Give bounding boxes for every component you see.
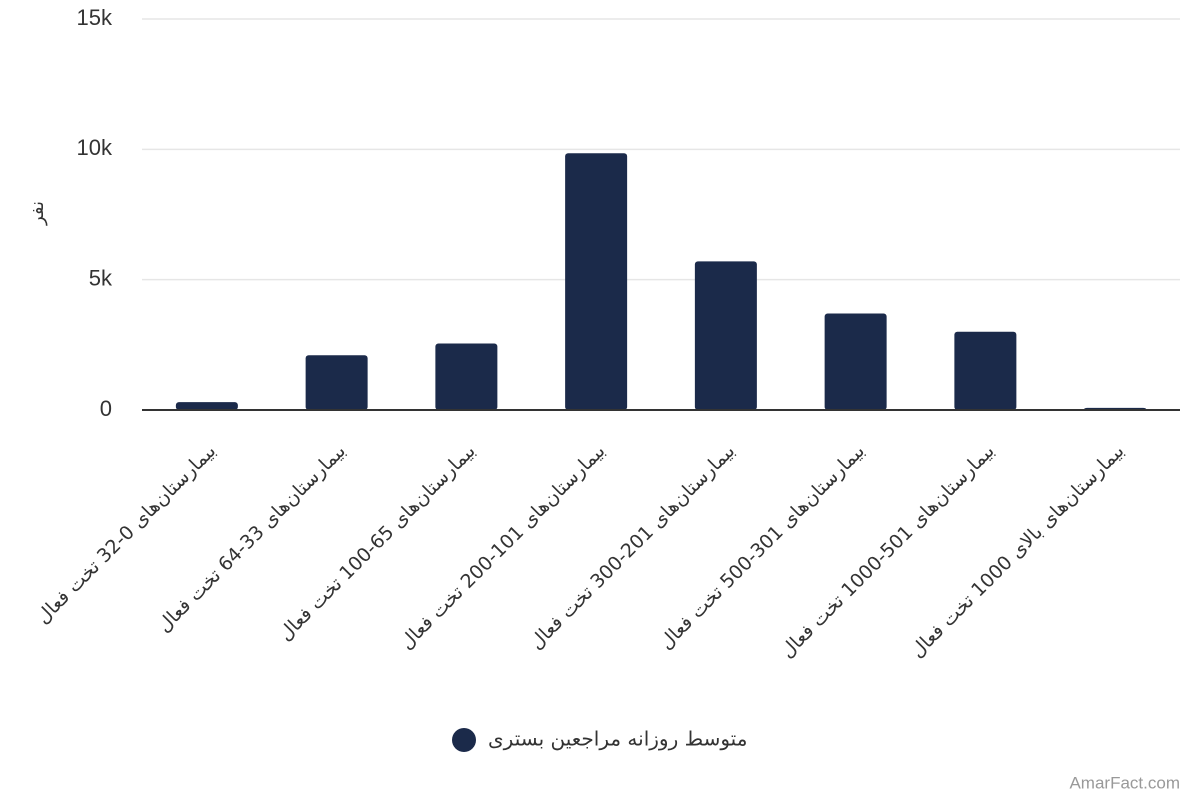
bar — [824, 313, 887, 410]
legend-label: متوسط روزانه مراجعین بستری — [488, 727, 747, 751]
bar — [305, 355, 368, 410]
bar — [175, 402, 238, 410]
x-tick-label: بیمارستان‌های بالای 1000 تخت فعال — [906, 440, 1128, 662]
x-tick-label: بیمارستان‌های 301-500 تخت فعال — [655, 440, 869, 654]
bar — [954, 331, 1017, 410]
credit: AmarFact.com — [1069, 773, 1180, 792]
bar — [565, 153, 628, 410]
x-tick-label: بیمارستان‌های 101-200 تخت فعال — [396, 440, 610, 654]
legend-marker — [452, 728, 476, 752]
y-tick-label: 0 — [100, 396, 112, 421]
x-tick-label: بیمارستان‌های 501-1000 تخت فعال — [776, 440, 999, 663]
y-tick-label: 10k — [77, 135, 113, 160]
x-tick-label: بیمارستان‌های 201-300 تخت فعال — [525, 440, 739, 654]
bar — [435, 343, 498, 410]
y-axis-title: نفر — [27, 201, 48, 226]
bar — [694, 261, 757, 410]
y-tick-label: 5k — [89, 265, 113, 290]
y-tick-label: 15k — [77, 5, 113, 30]
